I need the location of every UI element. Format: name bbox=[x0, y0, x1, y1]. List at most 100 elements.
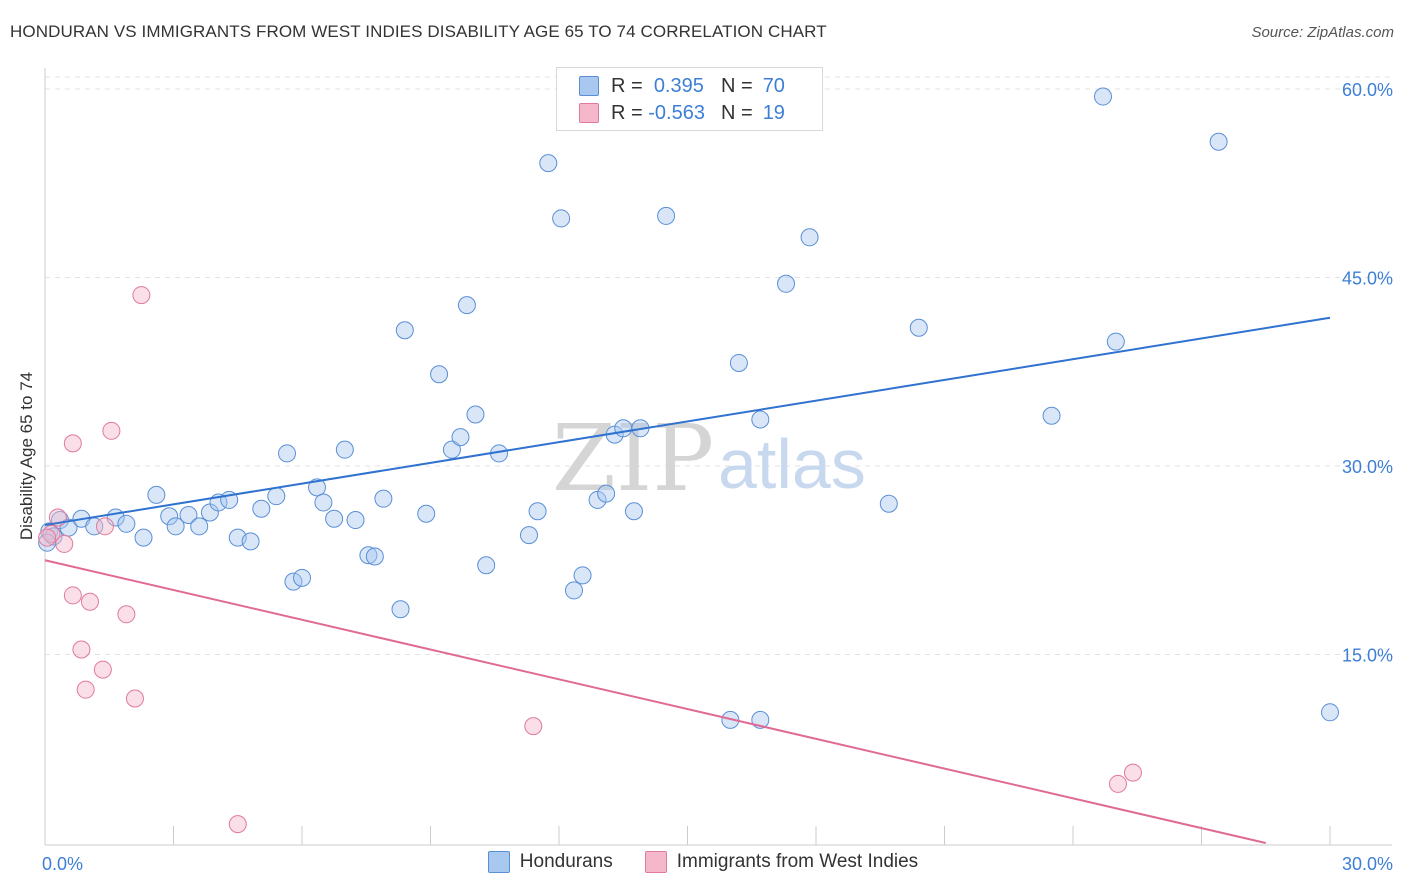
point-hondurans bbox=[466, 405, 485, 424]
point-hondurans bbox=[325, 509, 344, 528]
series-legend: Hondurans Immigrants from West Indies bbox=[0, 851, 1406, 873]
legend-n-label: N = bbox=[721, 74, 753, 97]
point-hondurans bbox=[179, 506, 198, 525]
point-hondurans bbox=[457, 296, 476, 315]
point-hondurans bbox=[166, 517, 185, 536]
point-hondurans bbox=[777, 274, 796, 293]
point-west-indies bbox=[95, 517, 114, 536]
point-hondurans bbox=[451, 428, 470, 447]
point-west-indies bbox=[76, 680, 95, 699]
point-west-indies bbox=[125, 689, 144, 708]
point-hondurans bbox=[1106, 332, 1125, 351]
point-hondurans bbox=[346, 511, 365, 530]
point-hondurans bbox=[657, 206, 676, 225]
point-west-indies bbox=[102, 421, 121, 440]
grid-lines bbox=[45, 76, 1392, 655]
point-west-indies bbox=[55, 534, 74, 553]
legend-label-hondurans: Hondurans bbox=[519, 851, 613, 872]
trend-line-hondurans bbox=[44, 316, 1331, 527]
stats-legend: R = 0.395 N = 70 R = -0.563 N = 19 bbox=[556, 67, 823, 131]
tick-labels: 15.0% 30.0% 45.0% 60.0% 0.0% 30.0% bbox=[42, 80, 1393, 874]
point-hondurans bbox=[278, 444, 297, 463]
y-tick-label: 60.0% bbox=[1342, 80, 1393, 100]
point-west-indies bbox=[132, 286, 151, 305]
point-hondurans bbox=[624, 502, 643, 521]
point-hondurans bbox=[552, 209, 571, 228]
point-hondurans bbox=[1042, 406, 1061, 425]
point-hondurans bbox=[539, 154, 558, 173]
y-tick-label: 30.0% bbox=[1342, 457, 1393, 477]
watermark-zip: ZIP bbox=[552, 405, 714, 512]
axes bbox=[44, 68, 1392, 846]
point-hondurans bbox=[359, 546, 378, 565]
point-hondurans bbox=[573, 566, 592, 585]
legend-r-value: -0.563 bbox=[648, 101, 705, 124]
point-hondurans bbox=[477, 556, 496, 575]
point-hondurans bbox=[307, 478, 326, 497]
point-hondurans bbox=[241, 532, 260, 551]
point-hondurans bbox=[417, 504, 436, 523]
point-hondurans bbox=[729, 353, 748, 372]
data-points bbox=[38, 87, 1339, 834]
point-hondurans bbox=[190, 517, 209, 536]
point-hondurans bbox=[614, 419, 633, 438]
point-west-indies bbox=[63, 586, 82, 605]
point-west-indies bbox=[117, 605, 136, 624]
point-hondurans bbox=[751, 410, 770, 429]
point-hondurans bbox=[335, 440, 354, 459]
point-hondurans bbox=[374, 489, 393, 508]
point-hondurans bbox=[430, 365, 449, 384]
trend-line-west-indies bbox=[44, 559, 1266, 844]
legend-swatch-west-indies bbox=[644, 851, 667, 873]
point-hondurans bbox=[391, 600, 410, 619]
chart-title: HONDURAN VS IMMIGRANTS FROM WEST INDIES … bbox=[10, 22, 827, 41]
x-tick-label: 30.0% bbox=[1342, 854, 1393, 874]
point-west-indies bbox=[93, 660, 112, 679]
point-hondurans bbox=[564, 581, 583, 600]
point-hondurans bbox=[147, 485, 166, 504]
point-west-indies bbox=[80, 592, 99, 611]
legend-row-west-indies: R = -0.563 N = 19 bbox=[579, 100, 785, 126]
legend-r-label: R = bbox=[611, 74, 643, 97]
point-hondurans bbox=[284, 572, 303, 591]
legend-n-label: N = bbox=[721, 101, 753, 124]
point-west-indies bbox=[524, 717, 543, 736]
point-hondurans bbox=[134, 528, 153, 547]
point-hondurans bbox=[442, 440, 461, 459]
y-tick-label: 45.0% bbox=[1342, 269, 1393, 289]
legend-r-value: 0.395 bbox=[653, 74, 704, 97]
point-hondurans bbox=[909, 318, 928, 337]
legend-swatch-hondurans bbox=[579, 76, 599, 96]
legend-item-hondurans[interactable]: Hondurans bbox=[487, 851, 613, 873]
point-hondurans bbox=[267, 487, 286, 506]
watermark-atlas: atlas bbox=[718, 425, 866, 503]
point-west-indies bbox=[63, 434, 82, 453]
legend-row-hondurans: R = 0.395 N = 70 bbox=[579, 73, 785, 99]
point-west-indies bbox=[228, 815, 247, 834]
point-hondurans bbox=[395, 321, 414, 340]
legend-n-value: 19 bbox=[762, 101, 785, 124]
point-hondurans bbox=[160, 507, 179, 526]
legend-r-label: R = bbox=[611, 101, 643, 124]
point-hondurans bbox=[879, 494, 898, 513]
legend-swatch-west-indies bbox=[579, 103, 599, 123]
x-tick-label: 0.0% bbox=[42, 854, 83, 874]
point-hondurans bbox=[800, 228, 819, 247]
point-west-indies bbox=[1108, 774, 1127, 793]
point-hondurans bbox=[252, 499, 271, 518]
y-tick-label: 15.0% bbox=[1342, 646, 1393, 666]
point-west-indies bbox=[38, 528, 57, 547]
point-hondurans bbox=[1209, 132, 1228, 151]
point-hondurans bbox=[1093, 87, 1112, 106]
point-west-indies bbox=[72, 640, 91, 659]
point-west-indies bbox=[1123, 763, 1142, 782]
source-credit: Source: ZipAtlas.com bbox=[1251, 24, 1394, 41]
point-hondurans bbox=[293, 568, 311, 587]
point-hondurans bbox=[528, 502, 547, 521]
y-axis-label: Disability Age 65 to 74 bbox=[17, 372, 36, 540]
point-hondurans bbox=[597, 484, 616, 503]
legend-item-west-indies[interactable]: Immigrants from West Indies bbox=[644, 851, 918, 873]
legend-n-value: 70 bbox=[762, 74, 785, 97]
trend-lines bbox=[44, 316, 1331, 844]
